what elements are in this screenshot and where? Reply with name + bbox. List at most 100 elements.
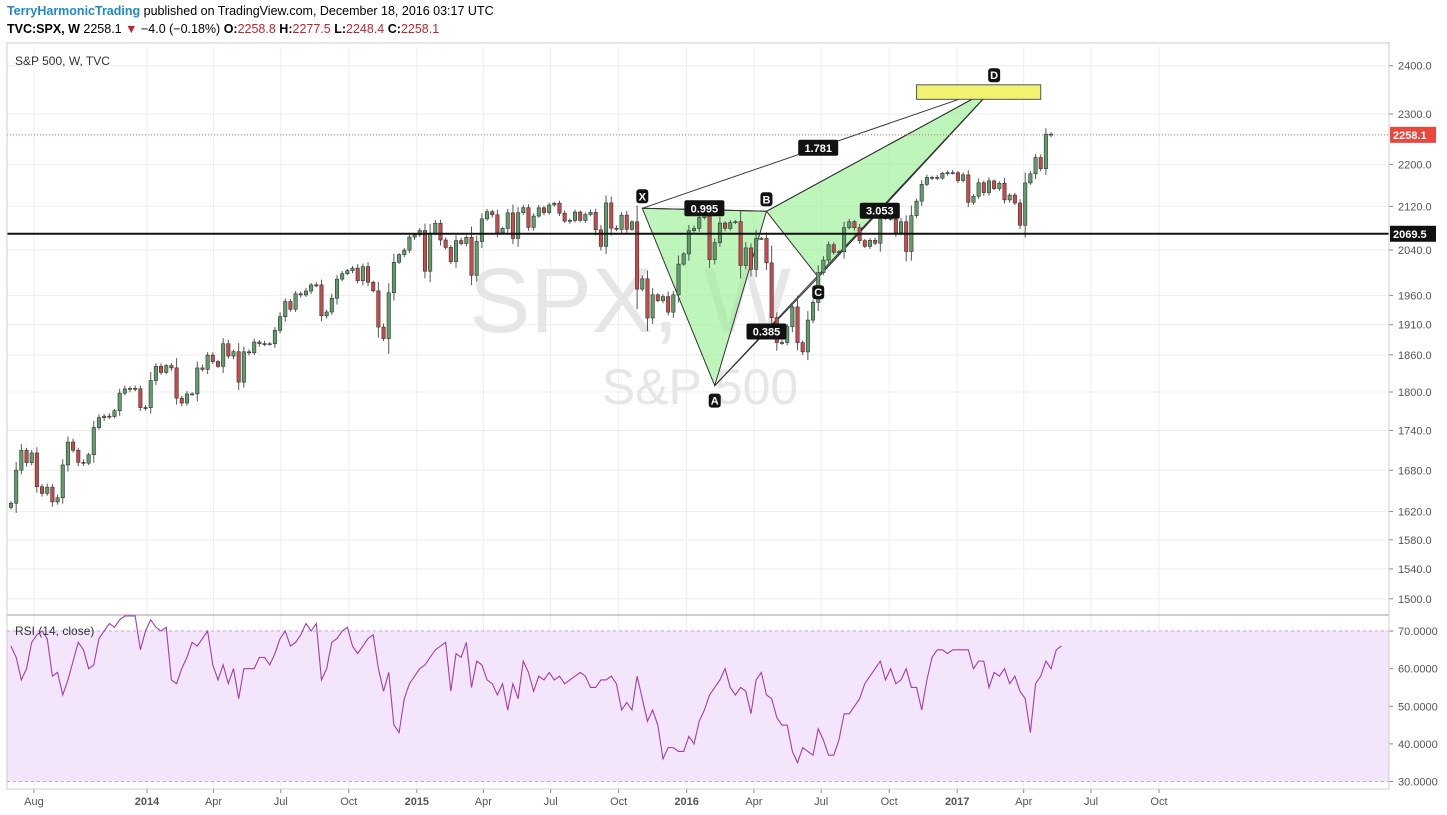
candle bbox=[609, 196, 614, 236]
candle bbox=[635, 205, 640, 310]
candle bbox=[935, 174, 940, 181]
candle-body bbox=[852, 221, 857, 229]
close-label: C: bbox=[387, 22, 401, 36]
y-tick-label: 1620.0 bbox=[1398, 506, 1432, 518]
point-label-b[interactable]: B bbox=[760, 192, 773, 207]
ratio-label[interactable]: 1.781 bbox=[798, 139, 839, 156]
candle-body bbox=[945, 172, 950, 174]
candle-body bbox=[790, 306, 795, 327]
publish-line: TerryHarmonicTrading published on Tradin… bbox=[7, 4, 494, 18]
candle-body bbox=[324, 311, 329, 317]
candle-body bbox=[19, 450, 24, 471]
candle bbox=[272, 327, 277, 348]
ratio-label[interactable]: 3.053 bbox=[859, 202, 900, 219]
candle-body bbox=[138, 388, 143, 408]
candle bbox=[966, 170, 971, 208]
candle-body bbox=[930, 177, 935, 179]
candle bbox=[645, 270, 650, 332]
candle bbox=[91, 420, 96, 463]
point-label-a[interactable]: A bbox=[708, 393, 721, 408]
candle-body bbox=[650, 294, 655, 319]
candle bbox=[215, 359, 220, 369]
symbol-label: TVC:SPX, W bbox=[7, 22, 80, 36]
candle bbox=[438, 219, 443, 246]
candle-body bbox=[697, 217, 702, 229]
x-tick-label: Apr bbox=[475, 796, 492, 808]
candle-body bbox=[573, 211, 578, 221]
candle-body bbox=[707, 211, 712, 260]
x-tick-label: Aug bbox=[24, 796, 44, 808]
candle bbox=[971, 194, 976, 205]
candle-body bbox=[873, 240, 878, 244]
candle bbox=[1023, 172, 1028, 238]
candle bbox=[65, 436, 70, 472]
candle bbox=[1028, 170, 1033, 185]
candle-body bbox=[940, 172, 945, 179]
candle bbox=[293, 291, 298, 313]
candle bbox=[526, 204, 531, 231]
candle bbox=[842, 221, 847, 259]
candle-body bbox=[893, 218, 898, 234]
candle-body bbox=[314, 284, 319, 287]
ratio-label[interactable]: 0.385 bbox=[746, 323, 787, 340]
pattern-labels[interactable]: X A B C D 0.995 0.385 1.781 3.053 bbox=[636, 68, 1001, 408]
candle bbox=[955, 170, 960, 184]
x-tick-label: 2015 bbox=[405, 796, 429, 808]
point-label-d[interactable]: D bbox=[988, 68, 1001, 83]
candle bbox=[666, 291, 671, 316]
y-tick-label: 1740.0 bbox=[1398, 425, 1432, 437]
candle-body bbox=[345, 270, 350, 275]
candle bbox=[169, 363, 174, 371]
low-label: L: bbox=[334, 22, 347, 36]
price-lines bbox=[7, 134, 1389, 235]
candle-body bbox=[360, 266, 365, 282]
candle-body bbox=[878, 217, 883, 244]
author-link[interactable]: TerryHarmonicTrading bbox=[7, 4, 141, 18]
candle bbox=[490, 209, 495, 218]
ratio-label[interactable]: 0.995 bbox=[684, 200, 725, 217]
candle-body bbox=[655, 294, 660, 301]
candle-body bbox=[29, 452, 34, 463]
candle-body bbox=[459, 240, 464, 244]
rsi-indicator bbox=[7, 615, 1389, 782]
y-tick-label: 1960.0 bbox=[1398, 290, 1432, 302]
target-zone-box[interactable] bbox=[916, 84, 1042, 100]
candle-body bbox=[686, 230, 691, 255]
ratio-label-bg bbox=[684, 200, 725, 217]
candle bbox=[981, 180, 986, 196]
candle-body bbox=[624, 214, 629, 230]
candle bbox=[86, 452, 91, 466]
candle-body bbox=[122, 388, 127, 394]
candle bbox=[200, 364, 205, 372]
candle bbox=[510, 204, 515, 244]
candle-body bbox=[86, 454, 91, 464]
point-label-bg bbox=[988, 68, 1001, 83]
x-tick-label: 2016 bbox=[674, 796, 698, 808]
rsi-tick-label: 40.0000 bbox=[1398, 739, 1438, 751]
candle bbox=[241, 346, 246, 388]
high-label: H: bbox=[279, 22, 293, 36]
x-tick-label: Apr bbox=[205, 796, 222, 808]
point-label-c[interactable]: C bbox=[812, 285, 825, 300]
candle-body bbox=[635, 221, 640, 290]
candle-body bbox=[24, 450, 29, 463]
candle bbox=[516, 207, 521, 247]
x-tick-label: Oct bbox=[881, 796, 898, 808]
candle-body bbox=[298, 293, 303, 296]
chart-area[interactable]: SPX, W S&P 500 XABCD0.9950.3851.7813.053… bbox=[0, 42, 1447, 815]
candle bbox=[867, 238, 872, 249]
candle bbox=[531, 213, 536, 231]
candle bbox=[402, 247, 407, 258]
candle-body bbox=[681, 253, 686, 265]
pattern-leg-bd bbox=[766, 86, 995, 212]
candle bbox=[562, 210, 567, 223]
candle bbox=[107, 413, 112, 420]
candle bbox=[283, 298, 288, 322]
candle-body bbox=[588, 212, 593, 215]
candle bbox=[71, 438, 76, 453]
candle-body bbox=[505, 212, 510, 229]
candle bbox=[298, 291, 303, 298]
candle bbox=[505, 208, 510, 233]
candle-body bbox=[485, 211, 490, 220]
point-label-x[interactable]: X bbox=[636, 189, 649, 204]
